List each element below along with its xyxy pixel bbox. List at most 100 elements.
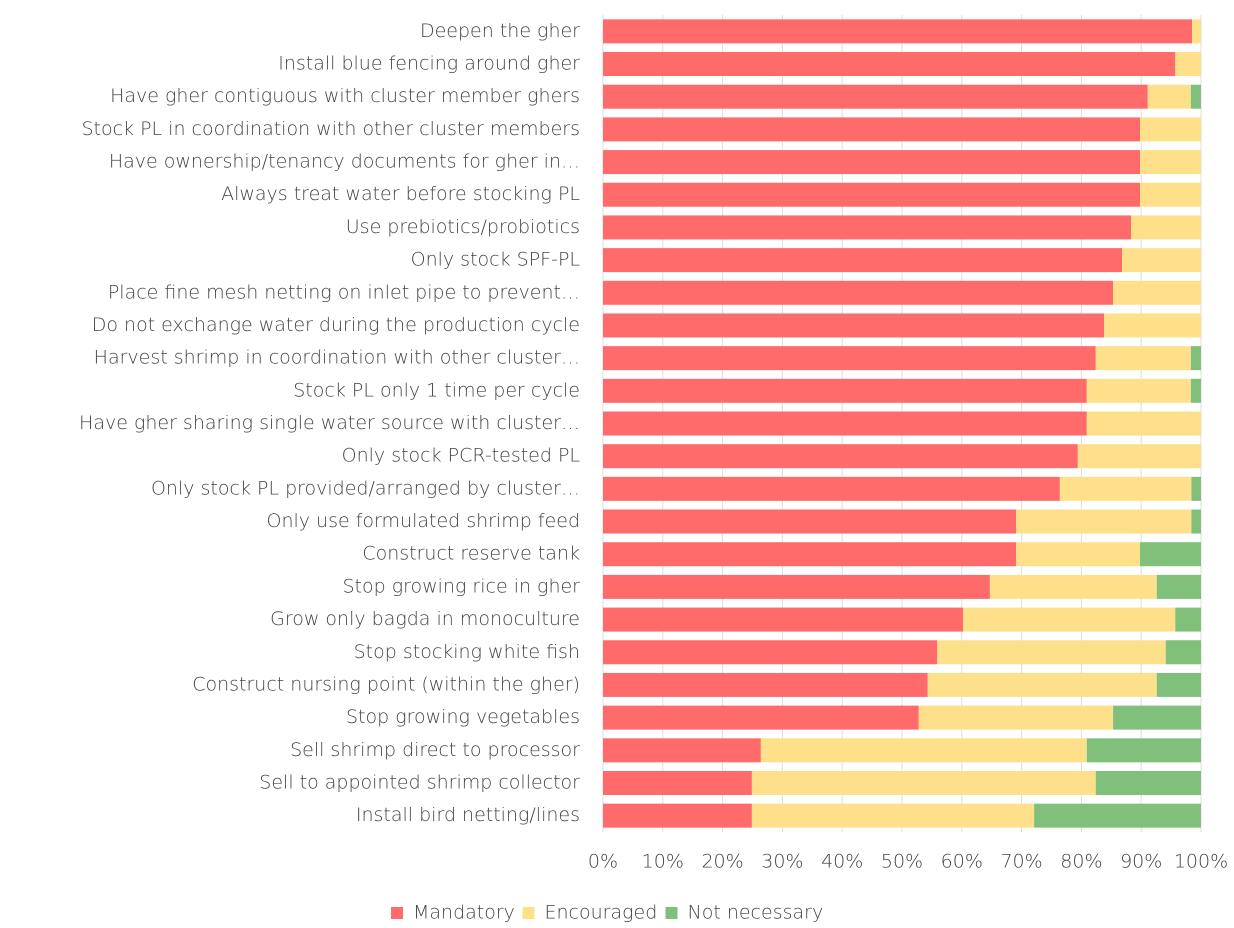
- y-tick-label: Sell to appointed shrimp collector: [259, 771, 580, 793]
- legend-swatch: [391, 907, 403, 919]
- y-tick-label: Install bird netting/lines: [356, 804, 580, 826]
- legend-label: Mandatory: [413, 902, 515, 924]
- bar-segment: [1175, 52, 1201, 77]
- y-tick-label: Install blue fencing around gher: [278, 53, 580, 75]
- y-tick-label: Stock PL in coordination with other clus…: [81, 118, 580, 140]
- bar-segment: [760, 738, 1087, 763]
- y-tick-label: Sell shrimp direct to processor: [290, 739, 580, 761]
- bar-segment: [1034, 803, 1201, 828]
- bar-segment: [1104, 313, 1201, 338]
- bar-segment: [1140, 150, 1201, 175]
- y-tick-label: Only stock PL provided/arranged by clust…: [151, 477, 580, 499]
- bar-segment: [1086, 411, 1201, 436]
- bar-segment: [1165, 640, 1201, 665]
- bar-segment: [1190, 346, 1201, 371]
- bar-segment: [1077, 444, 1201, 469]
- bar-segment: [603, 117, 1141, 142]
- bar-segment: [1122, 248, 1201, 273]
- y-tick-label: Stop growing rice in gher: [342, 575, 580, 597]
- bar-segment: [989, 574, 1157, 599]
- x-tick-label: 80%: [1060, 851, 1102, 873]
- x-tick-label: 0%: [588, 851, 618, 873]
- y-tick-label: Stop growing vegetables: [346, 706, 580, 728]
- bar-segment: [603, 215, 1132, 240]
- bar-segment: [1131, 215, 1201, 240]
- legend-label: Encouraged: [545, 902, 658, 924]
- y-tick-label: Have ownership/tenancy documents for ghe…: [109, 151, 580, 173]
- y-tick-label: Construct reserve tank: [362, 543, 580, 565]
- y-tick-label: Place fine mesh netting on inlet pipe to…: [108, 281, 580, 303]
- bar-segment: [603, 444, 1078, 469]
- legend-label: Not necessary: [688, 902, 824, 924]
- y-tick-label: Deepen the gher: [420, 20, 580, 42]
- bar-segment: [603, 574, 990, 599]
- bar-segment: [1147, 84, 1191, 109]
- bar-segment: [603, 509, 1017, 534]
- bar-segment: [751, 803, 1035, 828]
- bar-segment: [603, 803, 752, 828]
- bar-segment: [1016, 542, 1141, 567]
- bar-segment: [1140, 182, 1201, 207]
- y-tick-label: Stop stocking white fish: [354, 641, 580, 663]
- x-tick-label: 90%: [1120, 851, 1162, 873]
- x-tick-label: 20%: [701, 851, 743, 873]
- bar-segment: [603, 248, 1123, 273]
- bar-segment: [1016, 509, 1192, 534]
- legend-swatch: [522, 907, 535, 919]
- bar-segment: [603, 411, 1087, 436]
- bar-segment: [1140, 117, 1201, 142]
- bar-segment: [603, 84, 1148, 109]
- y-tick-label: Only use formulated shrimp feed: [267, 510, 581, 532]
- bar-segment: [603, 607, 963, 632]
- x-tick-label: 40%: [821, 851, 863, 873]
- x-tick-label: 50%: [881, 851, 923, 873]
- bar-segment: [603, 346, 1096, 371]
- bar-segment: [1156, 672, 1201, 697]
- bar-segment: [603, 476, 1060, 501]
- bar-segment: [603, 313, 1105, 338]
- bar-segment: [1140, 542, 1201, 567]
- bar-segment: [1191, 476, 1201, 501]
- y-tick-label: Always treat water before stocking PL: [221, 183, 580, 205]
- y-tick-label: Construct nursing point (within the gher…: [192, 673, 580, 695]
- y-tick-label: Harvest shrimp in coordination with othe…: [94, 347, 580, 369]
- y-tick-label: Have gher sharing single water source wi…: [79, 412, 580, 434]
- bar-segment: [1190, 378, 1201, 403]
- bar-segment: [1095, 346, 1191, 371]
- bar-segment: [603, 52, 1176, 77]
- bar-segment: [1192, 19, 1201, 44]
- y-tick-label: Grow only bagda in monoculture: [270, 608, 580, 630]
- bar-segment: [603, 19, 1193, 44]
- x-tick-label: 70%: [1000, 851, 1042, 873]
- bar-segment: [603, 640, 938, 665]
- y-tick-label: Stock PL only 1 time per cycle: [293, 379, 580, 401]
- bar-segment: [603, 738, 761, 763]
- bar-segment: [1086, 378, 1191, 403]
- bar-segment: [1095, 770, 1201, 795]
- bar-segment: [751, 770, 1096, 795]
- bar-segment: [1113, 280, 1201, 305]
- bar-segment: [603, 672, 928, 697]
- legend-swatch: [665, 907, 678, 919]
- bar-segment: [603, 705, 919, 730]
- y-tick-label: Use prebiotics/probiotics: [346, 216, 580, 238]
- x-tick-label: 60%: [941, 851, 983, 873]
- bar-segment: [1059, 476, 1192, 501]
- x-tick-label: 100%: [1174, 851, 1228, 873]
- y-tick-label: Have gher contiguous with cluster member…: [110, 85, 580, 107]
- bar-segment: [1190, 84, 1201, 109]
- bar-segment: [603, 280, 1114, 305]
- bar-segment: [1156, 574, 1201, 599]
- y-tick-label: Only stock PCR-tested PL: [342, 445, 580, 467]
- bar-segment: [1175, 607, 1201, 632]
- x-tick-label: 30%: [761, 851, 803, 873]
- bar-segment: [1191, 509, 1201, 534]
- x-tick-label: 10%: [642, 851, 684, 873]
- bar-segment: [1113, 705, 1201, 730]
- bar-segment: [927, 672, 1157, 697]
- bar-segment: [603, 378, 1087, 403]
- bar-segment: [603, 182, 1141, 207]
- bar-segment: [962, 607, 1176, 632]
- bar-segment: [1086, 738, 1201, 763]
